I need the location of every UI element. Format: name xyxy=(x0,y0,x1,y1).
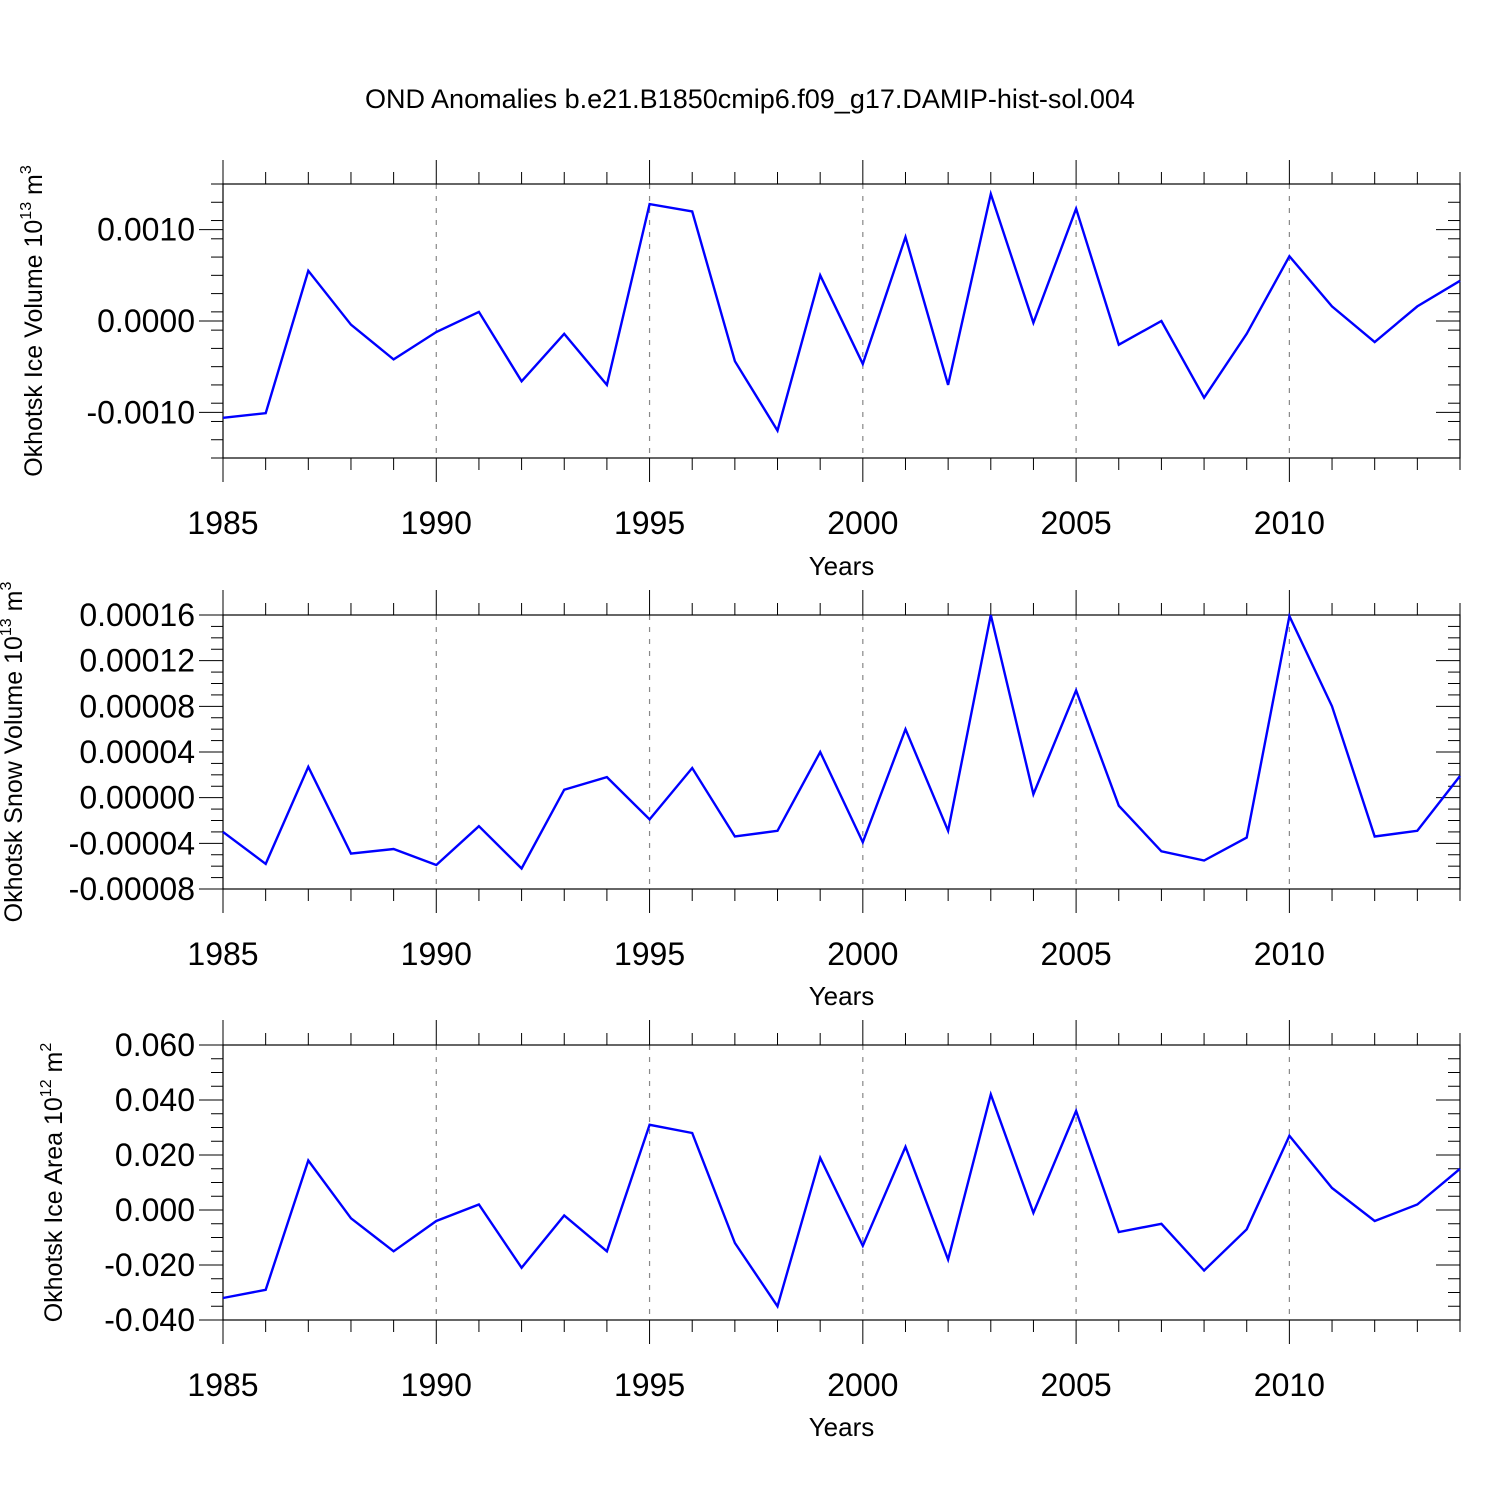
y-axis-title-part: Okhotsk Ice Volume 10 xyxy=(20,220,48,477)
y-axis-title: Okhotsk Snow Volume 1013 m3 xyxy=(0,582,28,923)
x-tick-label: 1990 xyxy=(401,936,472,972)
y-tick-label: 0.00008 xyxy=(79,688,195,724)
y-tick-label: -0.020 xyxy=(104,1247,195,1283)
y-axis-title-superscript: 3 xyxy=(0,582,15,591)
y-axis-title: Okhotsk Ice Area 1012 m2 xyxy=(38,1043,68,1323)
y-axis-title-part: m xyxy=(40,1052,68,1080)
series-line-1 xyxy=(222,1090,1461,1310)
x-tick-label: 1985 xyxy=(187,936,258,972)
y-tick-label: 0.060 xyxy=(115,1027,195,1063)
x-tick-label: 1985 xyxy=(187,1367,258,1403)
y-tick-label: 0.00000 xyxy=(79,780,195,816)
y-axis-title-part: Okhotsk Snow Volume 10 xyxy=(0,636,28,922)
y-tick-label: 0.00004 xyxy=(79,734,195,770)
y-axis-title-part: m xyxy=(0,591,28,619)
x-tick-label: 2005 xyxy=(1041,936,1112,972)
y-tick-label: -0.00008 xyxy=(69,871,195,907)
x-tick-label: 1995 xyxy=(614,936,685,972)
x-tick-label: 1995 xyxy=(614,505,685,541)
x-tick-label: 1985 xyxy=(187,505,258,541)
x-tick-label: 2005 xyxy=(1041,505,1112,541)
y-tick-label: 0.020 xyxy=(115,1137,195,1173)
y-tick-label: 0.00016 xyxy=(79,597,195,633)
x-tick-label: 2005 xyxy=(1041,1367,1112,1403)
x-tick-label: 2000 xyxy=(827,505,898,541)
y-axis-title-superscript: 12 xyxy=(38,1079,55,1097)
x-tick-label: 2000 xyxy=(827,1367,898,1403)
y-tick-label: -0.00004 xyxy=(69,825,195,861)
x-tick-label: 2010 xyxy=(1254,1367,1325,1403)
y-tick-label: -0.0010 xyxy=(86,394,195,430)
y-axis-title-part: Okhotsk Ice Area 10 xyxy=(40,1097,68,1322)
plot-frame xyxy=(222,1044,1461,1321)
y-tick-label: 0.040 xyxy=(115,1082,195,1118)
x-tick-label: 1995 xyxy=(614,1367,685,1403)
y-axis-title: Okhotsk Ice Volume 1013 m3 xyxy=(18,165,48,477)
x-axis-title: Years xyxy=(809,1412,875,1442)
chart-panel-3: -0.040 -0.020 0.000 0.020 0.040 0.060 1985 1990… xyxy=(38,1020,1461,1442)
y-axis-title-superscript: 2 xyxy=(38,1043,55,1052)
chart-panel-1: -0.0010 0.0000 0.0010 1985 1990 1995 2000 2005 2… xyxy=(18,160,1461,581)
x-tick-label: 2010 xyxy=(1254,936,1325,972)
x-tick-label: 2000 xyxy=(827,936,898,972)
figure-title: OND Anomalies b.e21.B1850cmip6.f09_g17.D… xyxy=(365,84,1135,114)
y-tick-label: 0.00012 xyxy=(79,643,195,679)
y-axis-title-superscript: 3 xyxy=(18,165,35,174)
series-line-1 xyxy=(222,612,1461,871)
y-axis-title-superscript: 13 xyxy=(18,202,35,220)
x-tick-label: 1990 xyxy=(401,1367,472,1403)
y-axis-title-superscript: 13 xyxy=(0,618,15,636)
y-tick-label: 0.0010 xyxy=(97,212,195,248)
chart-panel-2: -0.00008 -0.00004 0.00000 0.00004 0.00008 0.0… xyxy=(0,582,1461,1011)
series-line-1 xyxy=(222,189,1461,434)
y-axis-title-part: m xyxy=(20,174,48,202)
x-axis-title: Years xyxy=(809,981,875,1011)
y-tick-label: 0.0000 xyxy=(97,303,195,339)
y-tick-label: -0.040 xyxy=(104,1302,195,1338)
plot-frame xyxy=(222,614,1461,890)
x-axis-title: Years xyxy=(809,551,875,581)
x-tick-label: 2010 xyxy=(1254,505,1325,541)
y-tick-label: 0.000 xyxy=(115,1192,195,1228)
x-tick-label: 1990 xyxy=(401,505,472,541)
